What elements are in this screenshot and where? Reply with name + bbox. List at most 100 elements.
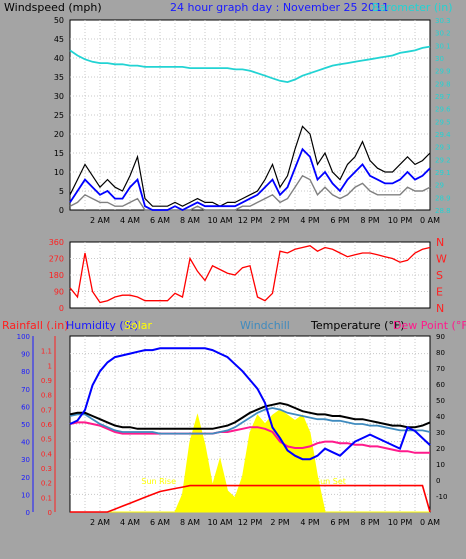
temperature-tick-label: 40 bbox=[436, 413, 445, 421]
y-tick-label: 15 bbox=[54, 149, 64, 158]
rainfall-tick-label: 0.9 bbox=[41, 377, 52, 385]
x-tick-label: 6 PM bbox=[330, 518, 349, 527]
series-wind-direction bbox=[69, 244, 431, 304]
y-tick-label: 10 bbox=[54, 168, 64, 177]
compass-label: N bbox=[436, 236, 444, 249]
chart-title: 24 hour graph day : November 25 2011 bbox=[170, 1, 389, 14]
sunrise-annotation: Sun Rise bbox=[141, 477, 176, 486]
x-tick-label: 12 PM bbox=[238, 216, 263, 225]
barometer-tick-label: 30 bbox=[435, 55, 444, 63]
windspeed-title: Windspeed (mph) bbox=[4, 1, 102, 14]
x-tick-label: 8 PM bbox=[360, 518, 379, 527]
rainfall-tick-label: 0.2 bbox=[41, 480, 52, 488]
rainfall-tick-label: 0.7 bbox=[41, 406, 52, 414]
humidity-axis-label: Humidity (%) bbox=[66, 319, 138, 332]
barometer-tick-label: 29.3 bbox=[435, 144, 451, 152]
temperature-tick-label: 20 bbox=[436, 445, 445, 453]
x-tick-label: 8 AM bbox=[180, 216, 200, 225]
direction-grid bbox=[70, 242, 430, 308]
barometer-tick-label: 28.9 bbox=[435, 194, 451, 202]
humidity-tick-label: 40 bbox=[21, 439, 30, 447]
barometer-tick-label: 30.2 bbox=[435, 30, 451, 38]
humidity-tick-label: 60 bbox=[21, 403, 30, 411]
y-tick-label: 30 bbox=[54, 92, 64, 101]
rainfall-tick-label: 0.3 bbox=[41, 465, 52, 473]
x-tick-label: 12 PM bbox=[238, 518, 263, 527]
y-tick-label: 5 bbox=[59, 187, 64, 196]
barometer-tick-label: 29.2 bbox=[435, 156, 451, 164]
rainfall-tick-label: 1 bbox=[48, 362, 52, 370]
barometer-tick-label: 29.4 bbox=[435, 131, 451, 139]
humidity-tick-label: 70 bbox=[21, 386, 30, 394]
humidity-y-axis: 0 10 20 30 40 50 60 70 80 90 100 bbox=[17, 333, 34, 517]
barometer-title: Barometer (in) bbox=[372, 1, 453, 14]
series-solar bbox=[70, 409, 430, 513]
compass-label: N bbox=[436, 302, 444, 315]
direction-series bbox=[69, 244, 431, 304]
barometer-tick-label: 30.1 bbox=[435, 42, 451, 50]
x-tick-label: 6 AM bbox=[150, 518, 170, 527]
barometer-y-axis: 28.8 28.9 29 29.1 29.2 29.3 29.4 29.5 29.6 29.7 29… bbox=[435, 17, 451, 215]
rainfall-tick-label: 0.8 bbox=[41, 392, 52, 400]
temperature-tick-label: 30 bbox=[436, 429, 445, 437]
temperature-tick-label: 60 bbox=[436, 381, 445, 389]
humidity-tick-label: 20 bbox=[21, 474, 30, 482]
temperature-y-axis: -10 0 10 20 30 40 50 60 70 80 90 bbox=[436, 333, 447, 501]
series-barometer bbox=[69, 45, 431, 84]
x-tick-label: 8 PM bbox=[360, 216, 379, 225]
wind-x-axis: 2 AM 4 AM 6 AM 8 AM 10 AM 12 PM 2 PM 4 PM 6 PM 8 … bbox=[90, 216, 440, 225]
y-tick-label: 20 bbox=[54, 130, 64, 139]
x-tick-label: 10 PM bbox=[388, 216, 413, 225]
series-windchill bbox=[69, 407, 431, 435]
series-windspeed-gust bbox=[69, 125, 431, 207]
temperature-tick-label: 90 bbox=[436, 333, 445, 341]
series-humidity bbox=[69, 347, 431, 461]
temperature-tick-label: 0 bbox=[436, 477, 440, 485]
direction-tick-label: 90 bbox=[54, 288, 64, 297]
solar-axis-label: Solar bbox=[124, 319, 153, 332]
x-tick-label: 6 PM bbox=[330, 216, 349, 225]
series-windspeed-average bbox=[69, 147, 431, 212]
x-tick-label: 4 PM bbox=[300, 216, 319, 225]
x-tick-label: 0 AM bbox=[420, 216, 440, 225]
x-tick-label: 10 AM bbox=[207, 518, 232, 527]
x-tick-label: 6 AM bbox=[150, 216, 170, 225]
rainfall-y-axis: 0 0.1 0.2 0.3 0.4 0.5 0.6 0.7 0.8 0.9 1 1.1 bbox=[41, 336, 56, 517]
x-tick-label: 2 AM bbox=[90, 216, 110, 225]
temperature-tick-label: 70 bbox=[436, 365, 445, 373]
x-tick-label: 10 PM bbox=[388, 518, 413, 527]
humidity-tick-label: 50 bbox=[21, 421, 30, 429]
y-tick-label: 0 bbox=[59, 206, 64, 215]
x-tick-label: 2 AM bbox=[90, 518, 110, 527]
x-tick-label: 10 AM bbox=[207, 216, 232, 225]
x-tick-label: 8 AM bbox=[180, 518, 200, 527]
y-tick-label: 40 bbox=[54, 54, 64, 63]
series-temperature bbox=[69, 402, 431, 430]
compass-label: W bbox=[436, 253, 447, 266]
rainfall-axis-label: Rainfall (.in) bbox=[2, 319, 69, 332]
barometer-tick-label: 29.1 bbox=[435, 169, 451, 177]
barometer-tick-label: 29.6 bbox=[435, 106, 451, 114]
rainfall-tick-label: 0.4 bbox=[41, 450, 53, 458]
series-rainfall bbox=[70, 484, 431, 513]
rainfall-tick-label: 0 bbox=[48, 509, 52, 517]
rainfall-tick-label: 0.1 bbox=[41, 494, 52, 502]
direction-tick-label: 180 bbox=[49, 271, 64, 280]
series-dew-point bbox=[69, 421, 430, 454]
x-tick-label: 2 PM bbox=[270, 216, 289, 225]
x-tick-label: 4 PM bbox=[300, 518, 319, 527]
y-tick-label: 35 bbox=[54, 73, 64, 82]
y-tick-label: 45 bbox=[54, 35, 64, 44]
sunset-annotation: Sun Set bbox=[315, 477, 346, 486]
windchill-axis-label: Windchill bbox=[240, 319, 290, 332]
dewpoint-axis-label: Dew Point (°F) bbox=[393, 319, 466, 332]
x-tick-label: 2 PM bbox=[270, 518, 289, 527]
temperature-tick-label: 80 bbox=[436, 349, 445, 357]
wind-series bbox=[69, 45, 431, 212]
humidity-tick-label: 0 bbox=[26, 509, 30, 517]
direction-tick-label: 0 bbox=[59, 304, 64, 313]
humidity-tick-label: 30 bbox=[21, 456, 30, 464]
